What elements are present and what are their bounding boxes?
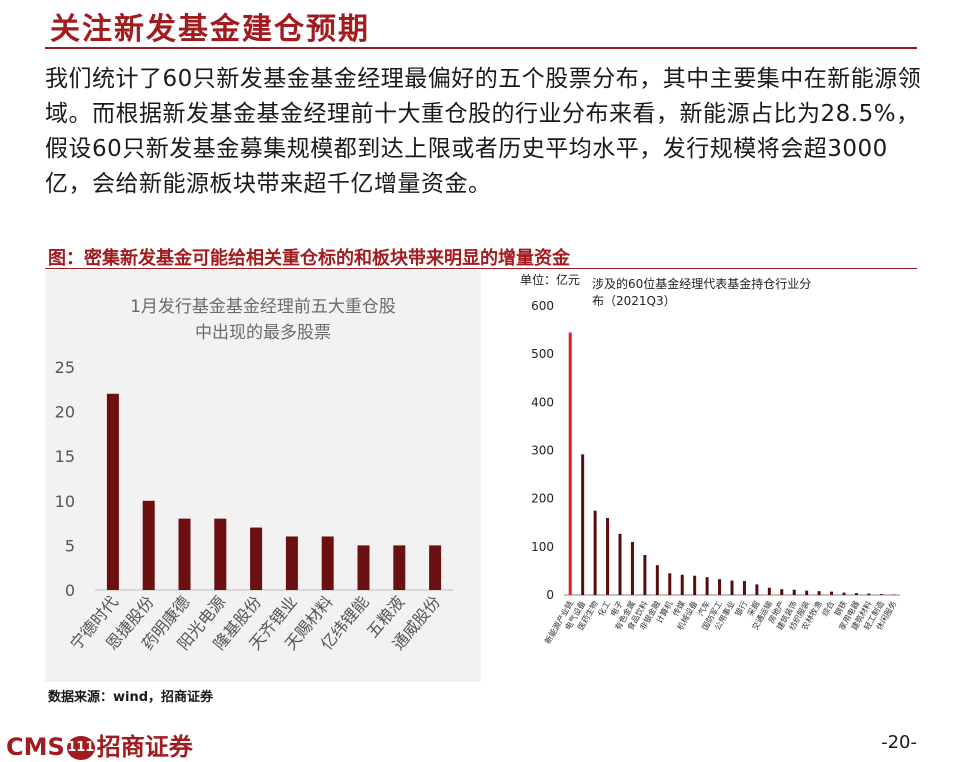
- y-tick-label: 0: [65, 581, 75, 600]
- bar-5: [250, 527, 263, 590]
- y-tick-label: 300: [531, 444, 554, 458]
- unit-label: 单位：亿元: [520, 272, 580, 287]
- x-category-label: 综合: [820, 599, 837, 618]
- logo-cms-text: CMS: [6, 733, 65, 761]
- bar-4: [606, 517, 610, 595]
- bar-6: [285, 536, 298, 590]
- bar-10: [429, 545, 442, 590]
- bar-23: [842, 592, 846, 595]
- summary-paragraph: 我们统计了60只新发基金基金经理最偏好的五个股票分布，其中主要集中在新能源领域。…: [45, 66, 922, 197]
- left-bar-chart: 1月发行基金基金经理前五大重仓股中出现的最多股票0510152025宁德时代恩捷…: [55, 297, 453, 654]
- bar-1: [106, 393, 119, 590]
- y-tick-label: 25: [55, 358, 75, 377]
- bar-11: [693, 575, 697, 595]
- bar-17: [767, 587, 771, 595]
- chart-title-line: 涉及的60位基金经理代表基金持仓行业分: [592, 276, 811, 291]
- bar-2: [142, 500, 155, 590]
- bar-22: [830, 591, 834, 595]
- y-tick-label: 400: [531, 395, 554, 409]
- bar-27: [892, 594, 896, 596]
- bar-21: [817, 591, 821, 595]
- bar-3: [593, 510, 597, 595]
- figure-title: 图：密集新发基金可能给相关重仓标的和板块带来明显的增量资金: [48, 248, 570, 269]
- page-number: -20-: [881, 732, 917, 753]
- bar-7: [643, 555, 647, 595]
- bar-14: [730, 580, 734, 595]
- bar-26: [879, 594, 883, 595]
- y-tick-label: 600: [531, 299, 554, 313]
- title-divider: [45, 47, 917, 49]
- bar-8: [655, 565, 659, 595]
- chart-title-line: 布（2021Q3）: [592, 294, 676, 308]
- y-tick-label: 0: [546, 588, 554, 602]
- y-tick-label: 10: [55, 492, 75, 511]
- bar-18: [780, 589, 784, 595]
- bar-25: [867, 593, 871, 595]
- bar-3: [178, 518, 191, 590]
- y-tick-label: 500: [531, 347, 554, 361]
- figure-divider: [45, 268, 917, 269]
- y-tick-label: 15: [55, 447, 75, 466]
- bar-5: [618, 533, 622, 595]
- logo-badge: 111: [66, 736, 95, 760]
- y-tick-label: 100: [531, 540, 554, 554]
- bar-6: [630, 542, 634, 595]
- logo-company-name: 招商证券: [96, 733, 193, 761]
- x-category-label: 银行: [733, 599, 750, 618]
- y-tick-label: 5: [65, 536, 75, 555]
- chart-title-line: 1月发行基金基金经理前五大重仓股: [130, 297, 396, 317]
- chart-title-line: 中出现的最多股票: [195, 323, 331, 343]
- bar-9: [668, 573, 672, 595]
- bar-12: [705, 577, 709, 595]
- page-title: 关注新发基金建仓预期: [50, 12, 370, 47]
- x-category-label: 化工: [596, 599, 613, 618]
- bar-7: [321, 536, 334, 590]
- bar-15: [742, 581, 746, 595]
- company-logo: CMS 111 招商证券: [6, 727, 193, 762]
- bar-2: [581, 454, 585, 595]
- bar-10: [680, 574, 684, 595]
- left-chart-panel: 1月发行基金基金经理前五大重仓股 中出现的最多股票 0 5 10 15 20 25 宁德时代 恩捷…: [45, 270, 481, 682]
- bar-4: [214, 518, 227, 590]
- y-tick-label: 20: [55, 403, 75, 422]
- bar-8: [357, 545, 370, 590]
- bar-19: [792, 589, 796, 595]
- bar-13: [718, 579, 722, 595]
- bar-16: [755, 584, 759, 595]
- bar-1: [568, 332, 572, 595]
- bar-9: [393, 545, 406, 590]
- bar-20: [805, 590, 809, 595]
- y-tick-label: 200: [531, 492, 554, 506]
- data-source: 数据来源：wind，招商证券: [48, 690, 214, 705]
- bar-24: [854, 593, 858, 595]
- right-chart-panel: 单位：亿元 涉及的60位基金经理代表基金持仓行业分 布（2021Q3） 0 100 200…: [500, 270, 961, 682]
